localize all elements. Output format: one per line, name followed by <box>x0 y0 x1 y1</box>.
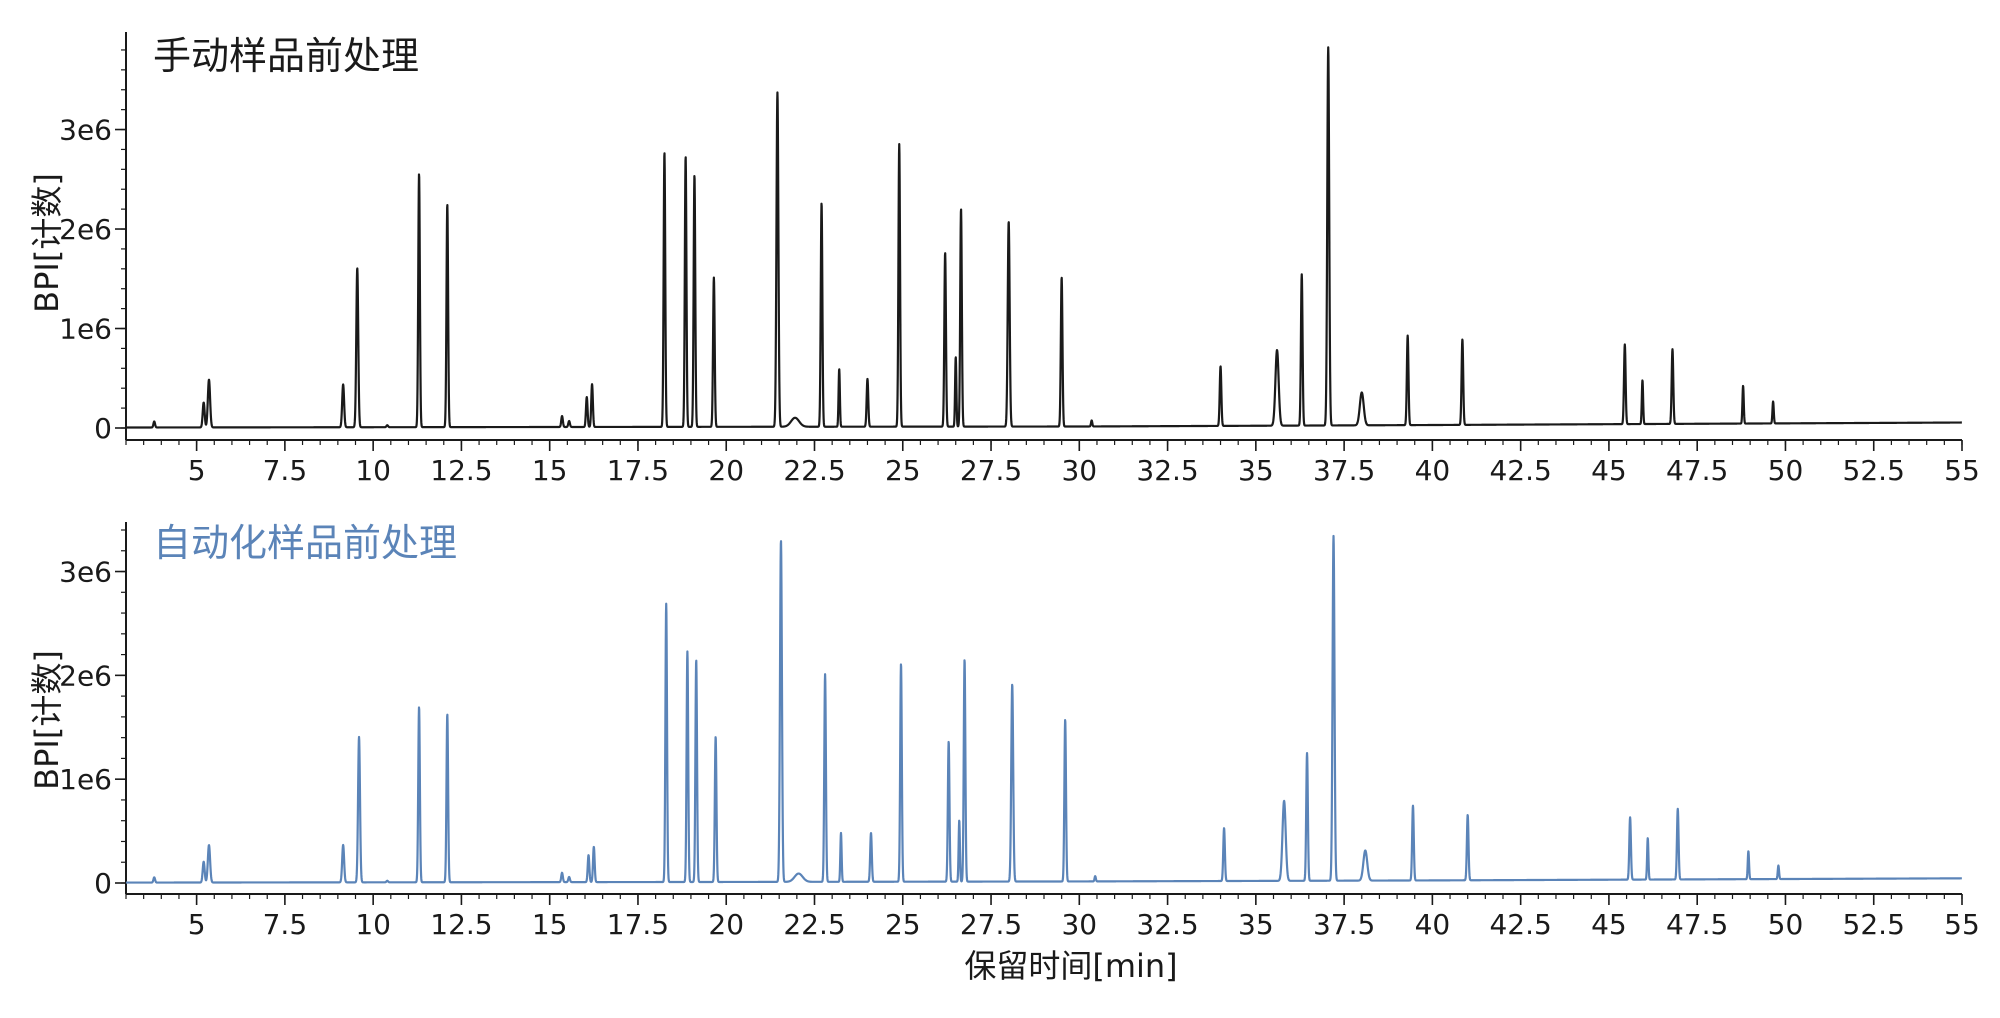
x-tick-label: 20 <box>708 454 744 487</box>
x-tick-label: 22.5 <box>783 454 845 487</box>
y-axis-label: BPI[计数] <box>28 650 66 790</box>
x-tick-label: 37.5 <box>1313 908 1375 941</box>
x-tick-label: 25 <box>885 454 921 487</box>
x-tick-label: 22.5 <box>783 908 845 941</box>
x-tick-label: 17.5 <box>607 454 669 487</box>
x-tick-label: 7.5 <box>263 454 308 487</box>
x-tick-label: 27.5 <box>960 908 1022 941</box>
x-tick-label: 12.5 <box>430 908 492 941</box>
x-tick-label: 50 <box>1768 908 1804 941</box>
x-tick-label: 47.5 <box>1666 908 1728 941</box>
x-tick-label: 45 <box>1591 908 1627 941</box>
x-tick-label: 12.5 <box>430 454 492 487</box>
x-tick-label: 17.5 <box>607 908 669 941</box>
panel-title-manual: 手动样品前处理 <box>153 34 419 78</box>
chromatogram-trace <box>125 46 1963 429</box>
axes: 5 7.5 10 12.5 15 17.5 20 22.5 25 27.5 30 32.5 35 37.5… <box>59 32 1980 487</box>
x-tick-label: 55 <box>1944 454 1980 487</box>
axes: 5 7.5 10 12.5 15 17.5 20 22.5 25 27.5 30 32.5 35 37.5… <box>59 522 1980 941</box>
x-tick-label: 20 <box>708 908 744 941</box>
x-tick-label: 32.5 <box>1136 908 1198 941</box>
x-tick-label: 45 <box>1591 454 1627 487</box>
x-tick-label: 42.5 <box>1489 454 1551 487</box>
x-tick-label: 30 <box>1061 454 1097 487</box>
x-tick-label: 25 <box>885 908 921 941</box>
x-tick-label: 47.5 <box>1666 454 1728 487</box>
y-axis-label: BPI[计数] <box>28 173 66 313</box>
x-tick-label: 10 <box>355 454 391 487</box>
y-tick-label: 3e6 <box>59 114 112 147</box>
x-tick-label: 7.5 <box>263 908 308 941</box>
x-tick-label: 35 <box>1238 454 1274 487</box>
y-tick-label: 0 <box>94 412 112 445</box>
automated-prep-panel: 自动化样品前处理 BPI[计数] 保留时间[min] 5 7.5 10 12.5 15 1… <box>28 521 1980 985</box>
x-tick-label: 55 <box>1944 908 1980 941</box>
x-tick-label: 5 <box>188 908 206 941</box>
y-tick-label: 0 <box>94 867 112 900</box>
manual-prep-panel: 手动样品前处理 BPI[计数] 5 7.5 10 12.5 15 17.5 20 22.5 25… <box>28 32 1980 487</box>
chromatogram-trace <box>125 534 1963 884</box>
x-tick-label: 40 <box>1415 454 1451 487</box>
x-tick-label: 30 <box>1061 908 1097 941</box>
x-tick-label: 37.5 <box>1313 454 1375 487</box>
x-tick-label: 35 <box>1238 908 1274 941</box>
x-tick-label: 27.5 <box>960 454 1022 487</box>
y-tick-label: 2e6 <box>59 659 112 692</box>
x-tick-label: 15 <box>532 454 568 487</box>
x-tick-label: 40 <box>1415 908 1451 941</box>
x-tick-label: 50 <box>1768 454 1804 487</box>
x-tick-label: 15 <box>532 908 568 941</box>
x-tick-label: 52.5 <box>1843 908 1905 941</box>
x-tick-label: 42.5 <box>1489 908 1551 941</box>
y-tick-label: 3e6 <box>59 556 112 589</box>
x-tick-label: 52.5 <box>1843 454 1905 487</box>
y-tick-label: 1e6 <box>59 313 112 346</box>
y-tick-label: 2e6 <box>59 213 112 246</box>
x-axis-label: 保留时间[min] <box>964 947 1177 985</box>
panel-title-automated: 自动化样品前处理 <box>153 521 457 565</box>
x-tick-label: 10 <box>355 908 391 941</box>
x-tick-label: 5 <box>188 454 206 487</box>
y-tick-label: 1e6 <box>59 763 112 796</box>
x-tick-label: 32.5 <box>1136 454 1198 487</box>
